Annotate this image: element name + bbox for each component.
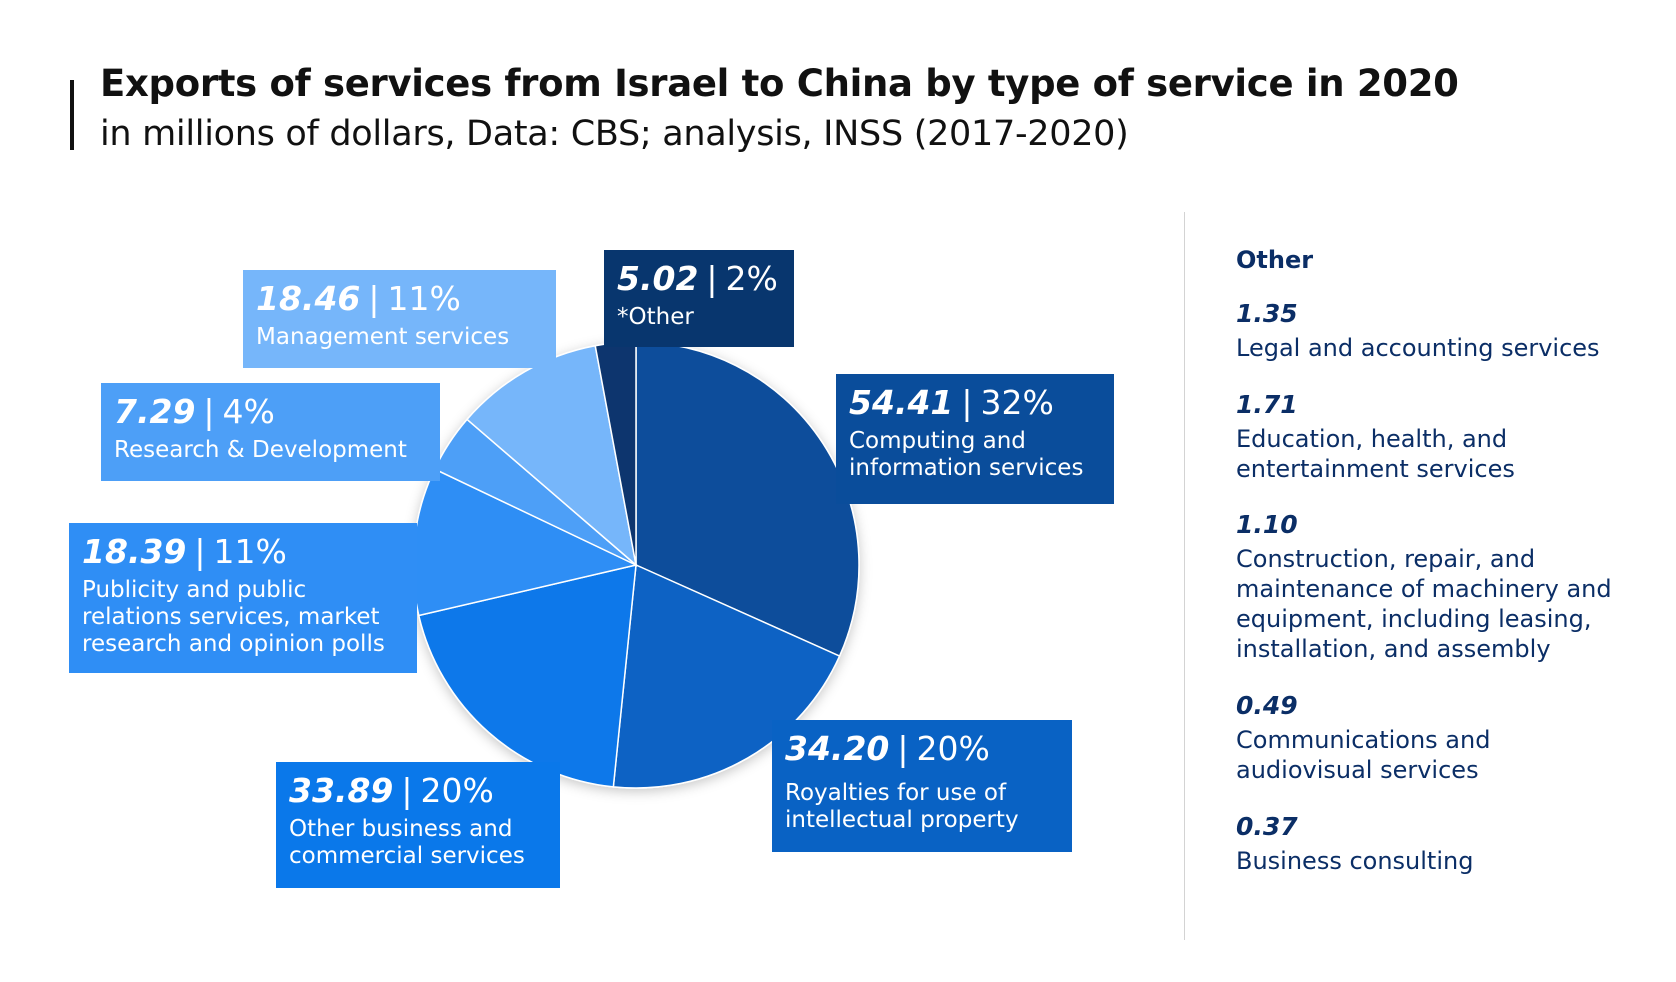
other-item: 0.37 Business consulting (1236, 812, 1474, 875)
pie-slice (466, 344, 638, 567)
pie-slice (635, 341, 860, 658)
label-other: 5.02 | 2% *Other (604, 250, 794, 347)
label-other-business: 33.89 | 20% Other business and commercial … (276, 762, 560, 888)
label-royalties: 34.20 | 20% Royalties for use of intellect… (772, 720, 1072, 852)
title-accent-bar (70, 80, 74, 150)
label-publicity: 18.39 | 11% Publicity and public relations… (69, 523, 417, 673)
chart-title: Exports of services from Israel to China… (100, 62, 1459, 105)
panel-divider (1184, 212, 1185, 940)
chart-subtitle: in millions of dollars, Data: CBS; analy… (100, 114, 1129, 154)
label-computing: 54.41 | 32% Computing and information serv… (836, 374, 1114, 504)
pie-slice (417, 564, 637, 788)
other-item: 1.71 Education, health, and entertainmen… (1236, 390, 1515, 483)
other-item: 0.49 Communications and audiovisual serv… (1236, 691, 1491, 784)
label-management: 18.46 | 11% Management services (243, 270, 556, 368)
other-breakdown-title: Other (1236, 246, 1314, 274)
label-research: 7.29 | 4% Research & Development (101, 383, 440, 481)
other-item: 1.10 Construction, repair, and maintenan… (1236, 510, 1612, 663)
other-item: 1.35 Legal and accounting services (1236, 299, 1600, 362)
